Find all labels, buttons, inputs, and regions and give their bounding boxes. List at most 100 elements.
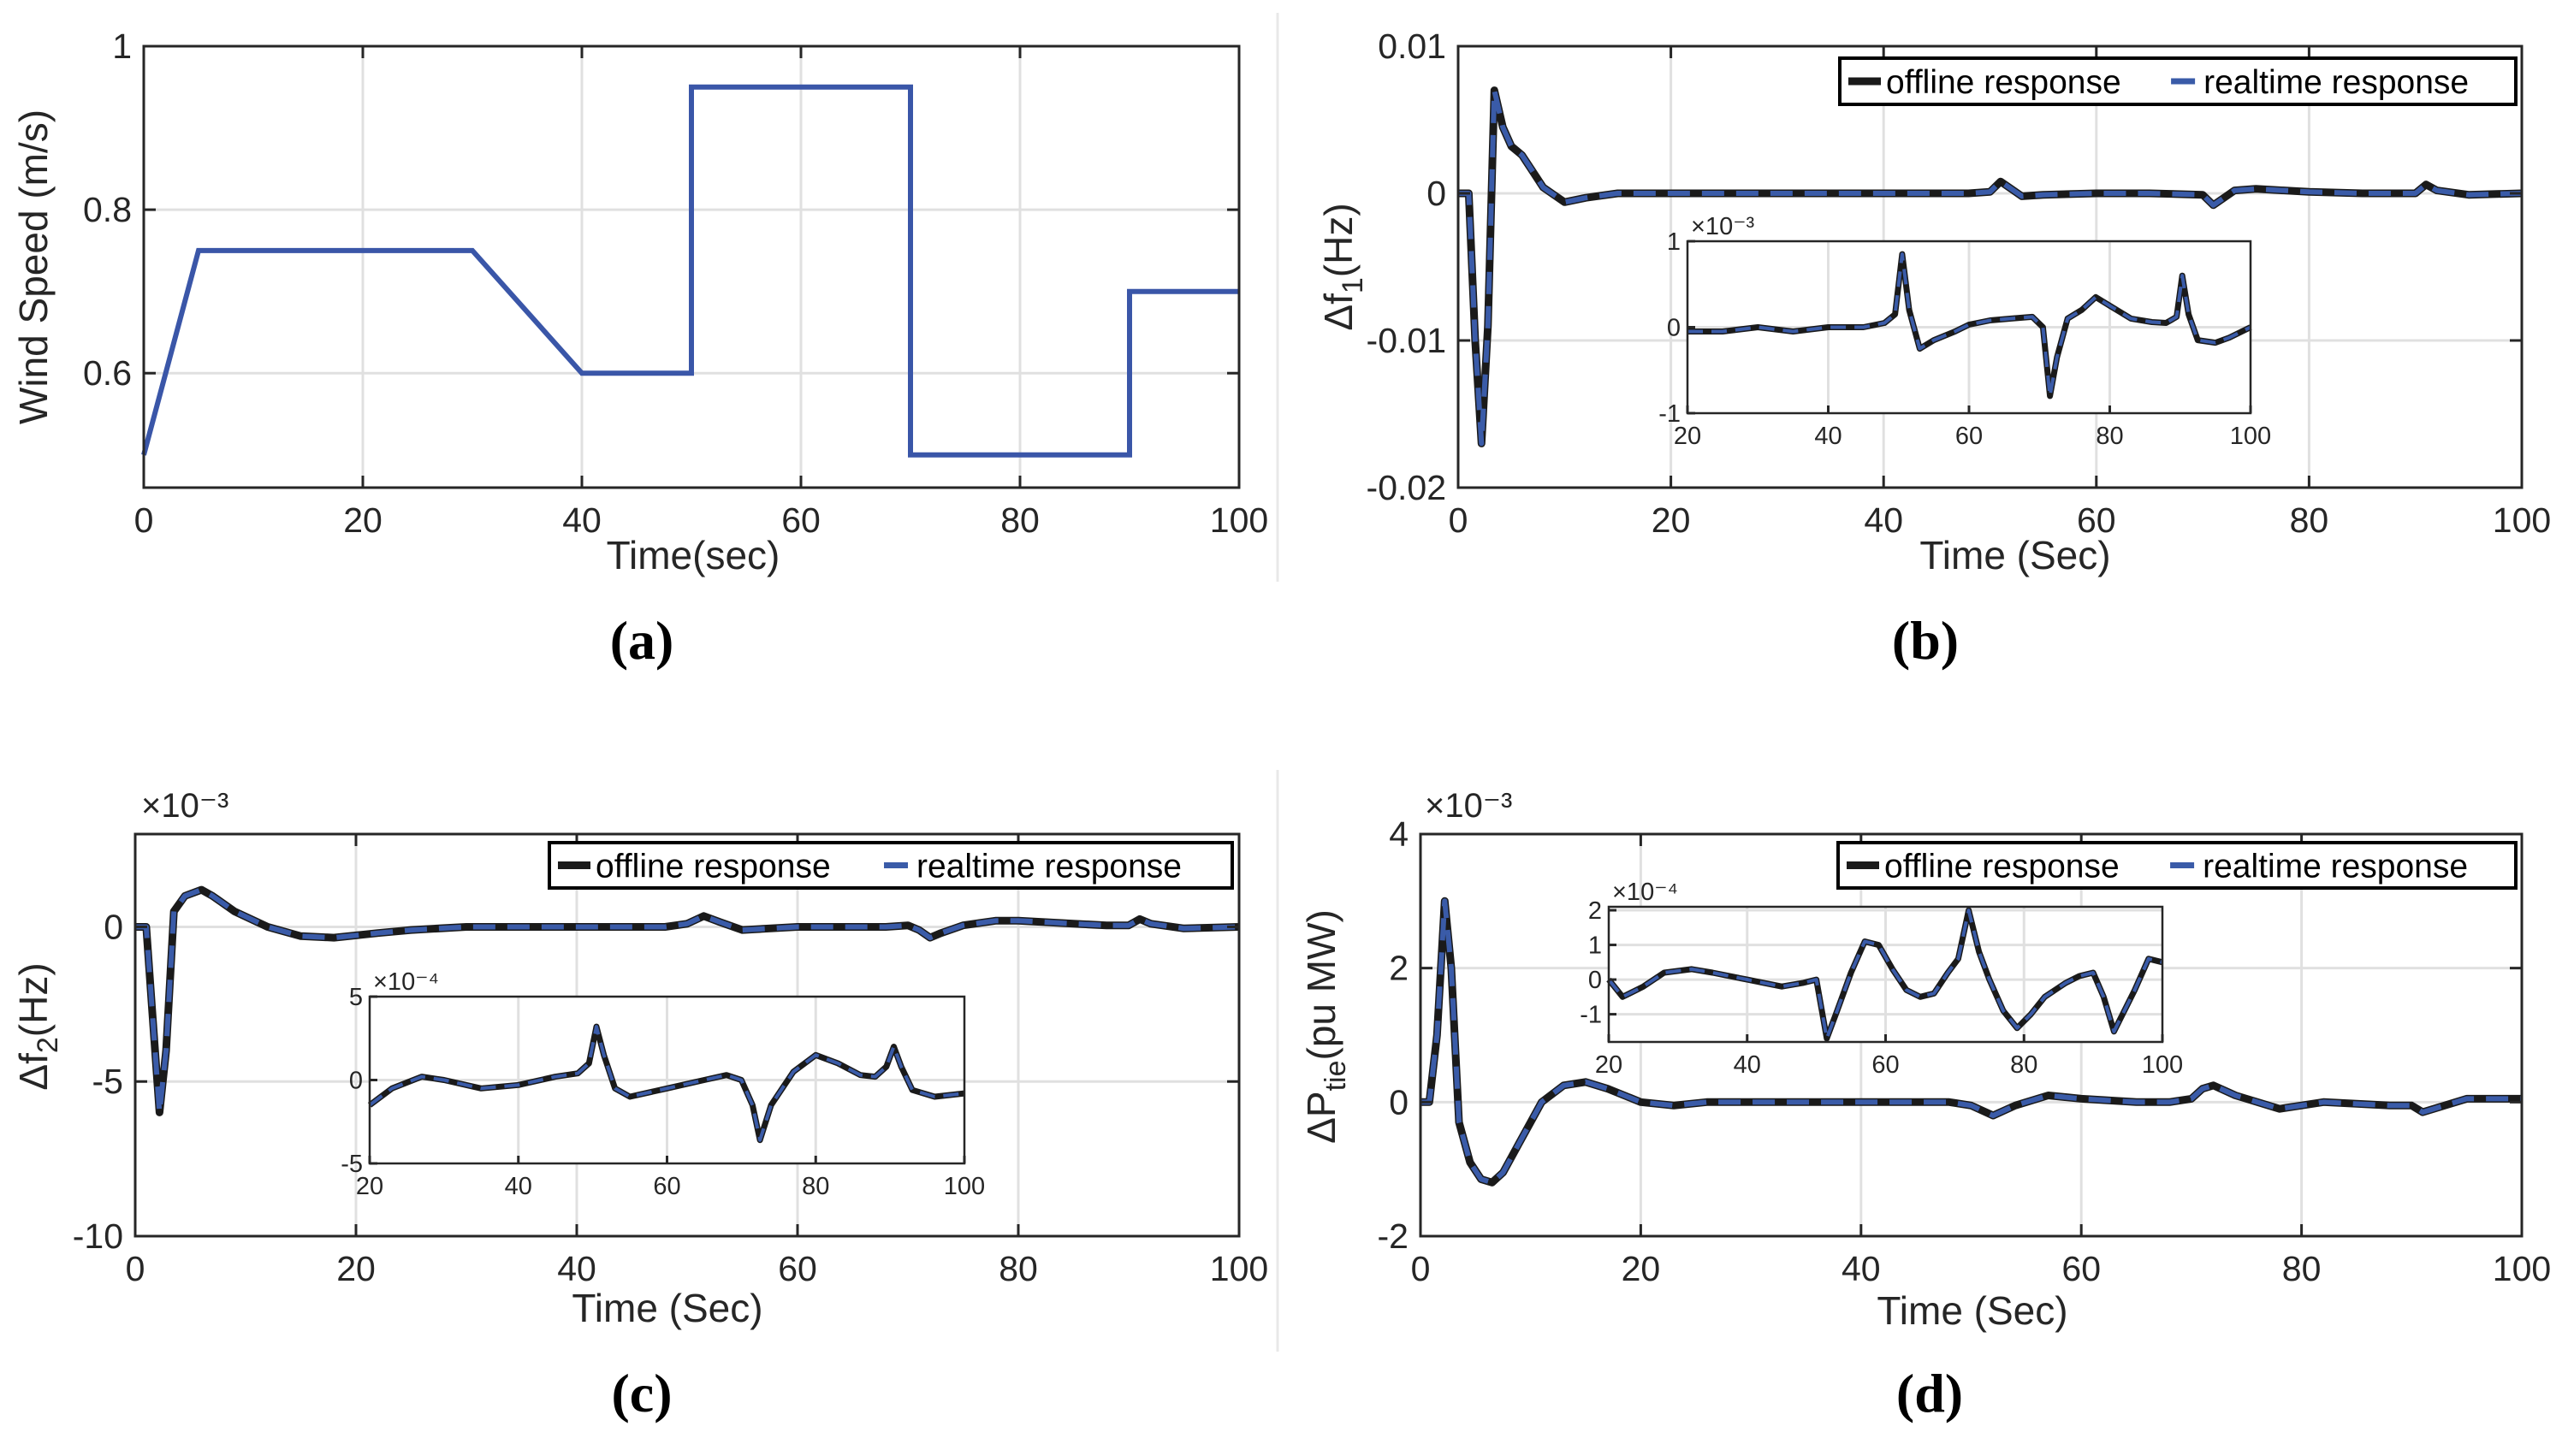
inset-y-tick-label: 1 <box>1588 932 1602 960</box>
inset-y-tick-label: 0 <box>1667 315 1681 342</box>
inset-realtime-line <box>1687 252 2251 398</box>
x-tick-label: 20 <box>336 1249 376 1288</box>
legend-label-realtime: realtime response <box>2203 64 2469 101</box>
inset-x-tick-label: 100 <box>2142 1051 2183 1079</box>
y-axis-label-main: Δf <box>1316 293 1361 331</box>
realtime-response-line <box>1420 898 2522 1186</box>
inset-x-tick-label: 100 <box>2230 423 2271 450</box>
x-tick-label: 0 <box>126 1249 145 1288</box>
panel-a: 0 20 40 60 80 100 0.6 0.8 1 Time(sec) Wind Speed (… <box>11 27 1268 671</box>
inset-exponent-label: ×10⁻⁴ <box>373 968 439 996</box>
inset-y-tick-label: -5 <box>341 1151 363 1178</box>
inset-y-tick-label: 1 <box>1667 228 1681 256</box>
legend: offline response realtime response <box>1836 841 2518 890</box>
x-tick-label: 60 <box>778 1249 817 1288</box>
inset-realtime-line <box>368 1025 965 1142</box>
y-tick-label: 4 <box>1389 814 1409 854</box>
inset-x-tick-label: 20 <box>1595 1051 1622 1079</box>
plot-frame <box>1456 44 2524 489</box>
x-tick-label: 100 <box>2493 500 2551 540</box>
inset-y-tick-label: -1 <box>1580 1002 1602 1029</box>
legend-label-realtime: realtime response <box>916 849 1182 885</box>
x-axis-label: Time (Sec) <box>572 1286 762 1330</box>
inset-y-tick-label: -1 <box>1658 400 1681 428</box>
panel-caption: (d) <box>1896 1363 1963 1423</box>
y-tick-label: 2 <box>1389 949 1409 988</box>
x-tick-label: 60 <box>2077 500 2116 540</box>
panel-caption: (b) <box>1892 610 1959 671</box>
realtime-response-line <box>1458 87 2523 447</box>
x-tick-label: 40 <box>1864 500 1903 540</box>
y-tick-label: -0.01 <box>1367 321 1446 360</box>
y-tick-label: 1 <box>112 27 132 66</box>
legend-label-realtime: realtime response <box>2203 849 2468 885</box>
legend: offline response realtime response <box>1838 56 2518 106</box>
x-tick-label: 40 <box>557 1249 596 1288</box>
y-tick-label: 0 <box>104 907 123 946</box>
x-tick-label: 80 <box>2290 500 2329 540</box>
inset-exponent-label: ×10⁻⁴ <box>1612 879 1678 906</box>
legend: offline response realtime response <box>548 841 1234 890</box>
x-axis-label: Time (Sec) <box>1877 1288 2067 1333</box>
inset-x-tick-label: 20 <box>356 1173 383 1200</box>
inset-x-tick-label: 80 <box>2010 1051 2037 1079</box>
x-tick-label: 60 <box>2061 1249 2101 1288</box>
y-axis-label-subscript: 1 <box>1337 277 1369 293</box>
legend-box <box>1836 841 2518 890</box>
inset-x-tick-label: 60 <box>1871 1051 1899 1079</box>
inset-x-tick-label: 100 <box>944 1173 985 1200</box>
x-tick-label: 20 <box>343 500 383 540</box>
y-axis-label-main: ΔP <box>1299 1091 1343 1143</box>
inset-plot: 20 40 60 80 100 -1 0 1 ×10⁻³ <box>1658 213 2271 450</box>
inset-exponent-label: ×10⁻³ <box>1691 213 1754 240</box>
y-exponent-label: ×10⁻³ <box>1425 787 1512 825</box>
wind-speed-line <box>141 84 1239 458</box>
y-axis-label: Δf1(Hz) <box>1316 203 1369 330</box>
y-tick-label: 0.6 <box>83 353 132 393</box>
y-axis-label-subscript: 2 <box>32 1037 64 1053</box>
inset-y-tick-label: 0 <box>349 1068 363 1095</box>
y-tick-label: 0 <box>1389 1082 1409 1122</box>
x-tick-label: 80 <box>1000 500 1040 540</box>
y-axis-label-unit: (Hz) <box>1316 203 1361 277</box>
y-tick-label: 0 <box>1426 174 1446 213</box>
y-tick-label: 0.01 <box>1378 27 1446 66</box>
inset-x-tick-label: 80 <box>802 1173 829 1200</box>
inset-y-tick-label: 5 <box>349 984 363 1011</box>
x-tick-label: 0 <box>1449 500 1468 540</box>
x-tick-label: 60 <box>781 500 821 540</box>
inset-x-tick-label: 40 <box>1734 1051 1761 1079</box>
inset-y-tick-label: 2 <box>1588 897 1602 925</box>
inset-x-tick-label: 80 <box>2096 423 2123 450</box>
y-tick-label: -0.02 <box>1367 468 1446 507</box>
y-tick-label: -5 <box>92 1062 123 1101</box>
legend-label-offline: offline response <box>596 849 831 885</box>
inset-x-tick-label: 20 <box>1674 423 1701 450</box>
inset-x-tick-label: 40 <box>505 1173 532 1200</box>
legend-label-offline: offline response <box>1884 849 2120 885</box>
inset-plot: 20 40 60 80 100 -5 0 5 ×10⁻⁴ <box>341 968 985 1200</box>
x-tick-label: 20 <box>1622 1249 1661 1288</box>
plot-frame <box>1419 832 2524 1238</box>
y-axis-label-main: Δf <box>11 1053 56 1091</box>
y-exponent-label: ×10⁻³ <box>141 787 228 825</box>
x-tick-label: 100 <box>1210 500 1268 540</box>
y-axis-label: Δf2(Hz) <box>11 962 64 1090</box>
x-tick-label: 100 <box>1210 1249 1268 1288</box>
y-tick-label: 0.8 <box>83 190 132 229</box>
x-tick-label: 40 <box>562 500 602 540</box>
x-tick-label: 80 <box>999 1249 1038 1288</box>
plot-frame <box>133 832 1241 1238</box>
realtime-response-line <box>135 887 1240 1116</box>
inset-realtime-line <box>1607 909 2163 1040</box>
y-axis-label: Wind Speed (m/s) <box>11 109 56 424</box>
x-tick-label: 0 <box>134 500 154 540</box>
inset-x-tick-label: 60 <box>653 1173 680 1200</box>
inset-x-tick-label: 60 <box>1955 423 1983 450</box>
x-tick-label: 80 <box>2282 1249 2322 1288</box>
inset-x-tick-label: 40 <box>1814 423 1842 450</box>
y-axis-label-unit: (Hz) <box>11 962 56 1037</box>
x-tick-label: 100 <box>2493 1249 2551 1288</box>
